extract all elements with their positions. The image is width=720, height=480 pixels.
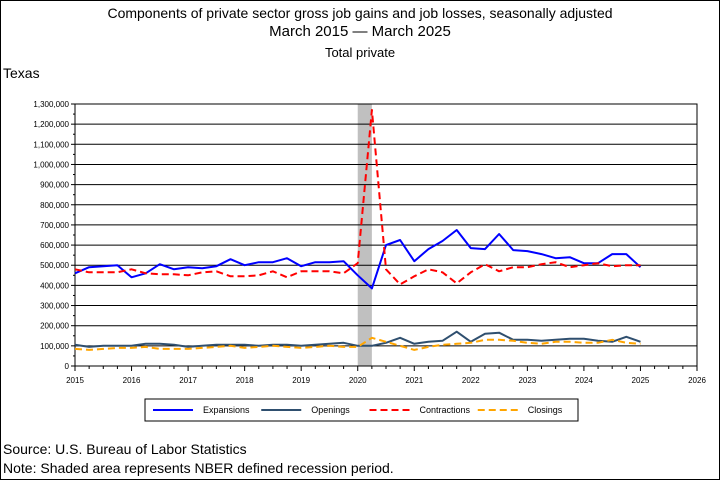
x-tick-label: 2016 xyxy=(123,376,141,385)
legend-label-expansions: Expansions xyxy=(203,405,250,415)
legend-box xyxy=(144,398,579,422)
legend-label-contractions: Contractions xyxy=(420,405,471,415)
recession-shading xyxy=(357,104,372,366)
y-tick-label: 800,000 xyxy=(40,201,69,210)
x-tick-label: 2021 xyxy=(405,376,423,385)
chart-title: Components of private sector gross job g… xyxy=(107,5,613,21)
x-tick-label: 2023 xyxy=(518,376,536,385)
region-label: Texas xyxy=(3,65,40,81)
x-tick-label: 2019 xyxy=(292,376,310,385)
plot-area-border xyxy=(74,103,698,367)
y-tick-label: 600,000 xyxy=(40,241,69,250)
legend-label-openings: Openings xyxy=(311,405,350,415)
y-tick-label: 0 xyxy=(65,362,70,371)
x-tick-label: 2026 xyxy=(688,376,706,385)
y-tick-label: 1,000,000 xyxy=(33,160,69,169)
x-tick-label: 2025 xyxy=(632,376,650,385)
y-tick-label: 700,000 xyxy=(40,221,69,230)
y-tick-label: 1,300,000 xyxy=(33,100,69,109)
series-line-expansions xyxy=(74,229,642,290)
y-tick-label: 400,000 xyxy=(40,281,69,290)
x-tick-label: 2022 xyxy=(462,376,480,385)
y-tick-label: 100,000 xyxy=(40,342,69,351)
series-line-openings xyxy=(74,330,641,348)
x-tick-label: 2024 xyxy=(575,376,593,385)
y-tick-label: 200,000 xyxy=(40,322,69,331)
chart-subtitle: March 2015 — March 2025 xyxy=(269,23,451,40)
x-tick-label: 2017 xyxy=(179,376,197,385)
x-tick-label: 2020 xyxy=(349,376,367,385)
x-tick-label: 2018 xyxy=(236,376,254,385)
source-note: Source: U.S. Bureau of Labor Statistics xyxy=(3,441,247,457)
y-tick-label: 1,200,000 xyxy=(33,120,69,129)
y-tick-label: 1,100,000 xyxy=(33,140,69,149)
y-tick-label: 900,000 xyxy=(40,181,69,190)
x-tick-label: 2015 xyxy=(66,376,84,385)
recession-note: Note: Shaded area represents NBER define… xyxy=(3,460,394,476)
y-tick-label: 300,000 xyxy=(40,302,69,311)
chart-subtitle-2: Total private xyxy=(324,45,396,60)
series-line-contractions xyxy=(74,109,641,286)
y-tick-label: 500,000 xyxy=(40,261,69,270)
series-line-closings xyxy=(74,336,641,351)
legend-label-closings: Closings xyxy=(528,405,563,415)
